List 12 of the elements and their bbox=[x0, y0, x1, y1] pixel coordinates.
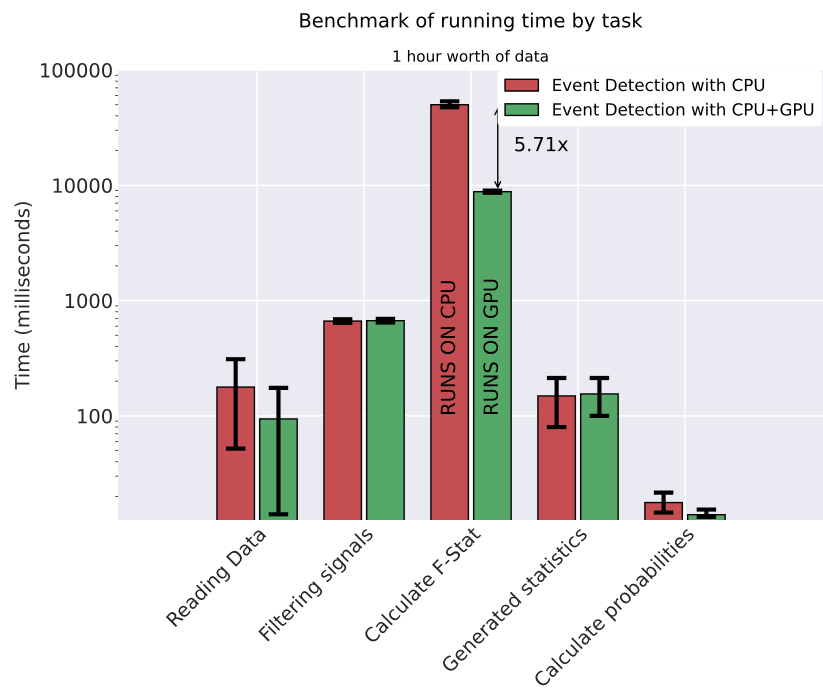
chart-title: Benchmark of running time by task bbox=[300, 12, 643, 32]
data-label: RUNS ON GPU bbox=[483, 280, 498, 414]
y-tick-label: 1000 bbox=[66, 294, 112, 308]
y-axis-title: Time (milliseconds) bbox=[14, 202, 32, 390]
y-tick-label: 100 bbox=[78, 408, 112, 424]
y-tick-label: 10000 bbox=[53, 178, 112, 193]
chart-subtitle: 1 hour worth of data bbox=[394, 50, 548, 62]
y-tick-label: 100000 bbox=[41, 62, 112, 78]
annotation: 5.71x bbox=[515, 137, 568, 152]
data-label: RUNS ON CPU bbox=[440, 281, 456, 414]
legend-label: Event Detection with CPU bbox=[553, 78, 764, 92]
legend-label: Event Detection with CPU+GPU bbox=[553, 102, 814, 116]
